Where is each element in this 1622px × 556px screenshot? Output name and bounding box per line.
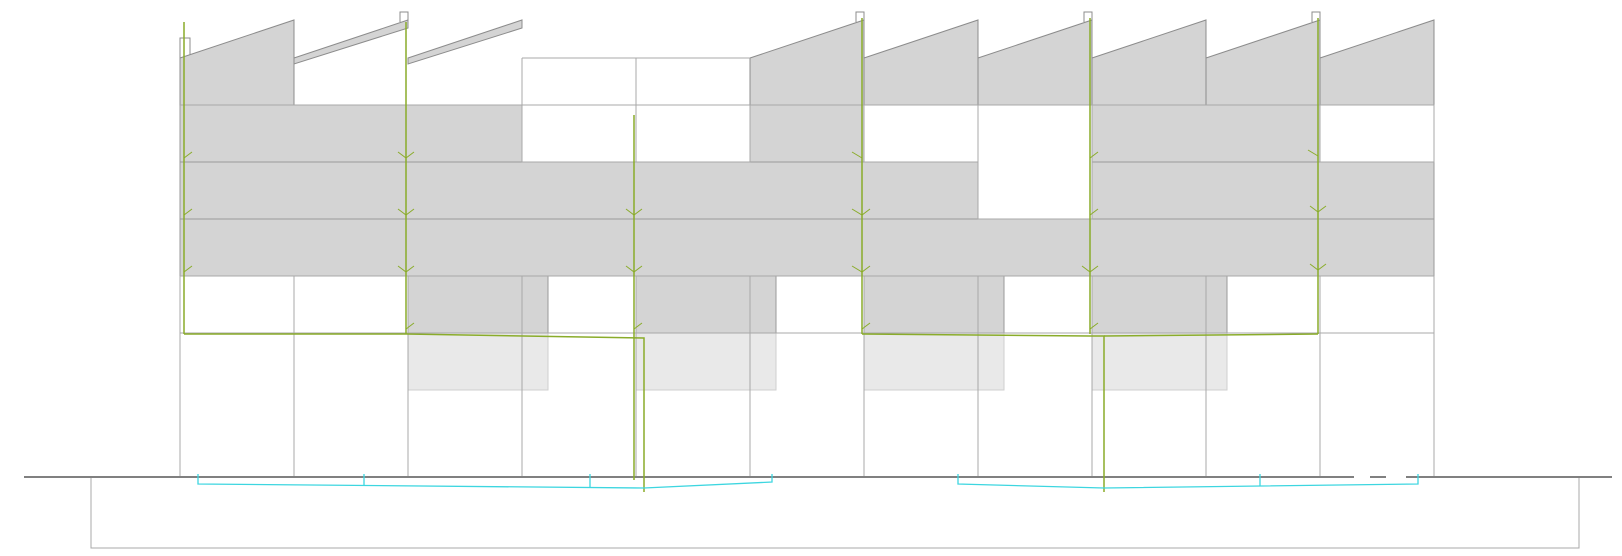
module-row4-a	[407, 275, 549, 334]
light-module-a	[407, 332, 549, 391]
frame-grid	[179, 57, 1435, 477]
collector-mid	[861, 333, 1105, 492]
module-row1-c	[1091, 104, 1321, 163]
underground-drainage	[197, 474, 1419, 489]
basement-outline	[90, 478, 1580, 549]
ground-and-basement	[24, 476, 1612, 549]
module-row1-a	[179, 104, 523, 163]
collector-left	[184, 333, 645, 492]
module-row2-b	[1091, 161, 1435, 220]
light-module-b	[635, 332, 777, 391]
open-frame-r1b	[977, 104, 1093, 220]
vent-1	[179, 37, 191, 58]
collector-right	[1103, 333, 1319, 337]
light-module-c	[863, 332, 1005, 391]
module-row1-b	[749, 104, 865, 163]
roof-drainage	[183, 18, 1327, 492]
module-row4-d	[1091, 275, 1228, 334]
roof-vents	[179, 11, 1321, 58]
vent-5	[1311, 11, 1321, 22]
ground-collector-left	[197, 474, 773, 489]
roof-fin-2	[293, 19, 409, 65]
light-module-d	[1091, 332, 1228, 391]
module-row3	[179, 218, 1435, 277]
module-row4-b	[635, 275, 777, 334]
module-row4-c	[863, 275, 1005, 334]
vent-3	[855, 11, 865, 22]
light-modules	[407, 332, 1228, 391]
vent-4	[1083, 11, 1093, 22]
vent-2	[399, 11, 409, 22]
roof-fin-3	[407, 19, 523, 65]
module-row2-a	[179, 161, 979, 220]
upper-modules	[179, 104, 1435, 334]
ground-collector-right	[957, 474, 1419, 489]
sawtooth-roof	[179, 19, 1435, 106]
open-frame-r1c	[1319, 104, 1435, 163]
